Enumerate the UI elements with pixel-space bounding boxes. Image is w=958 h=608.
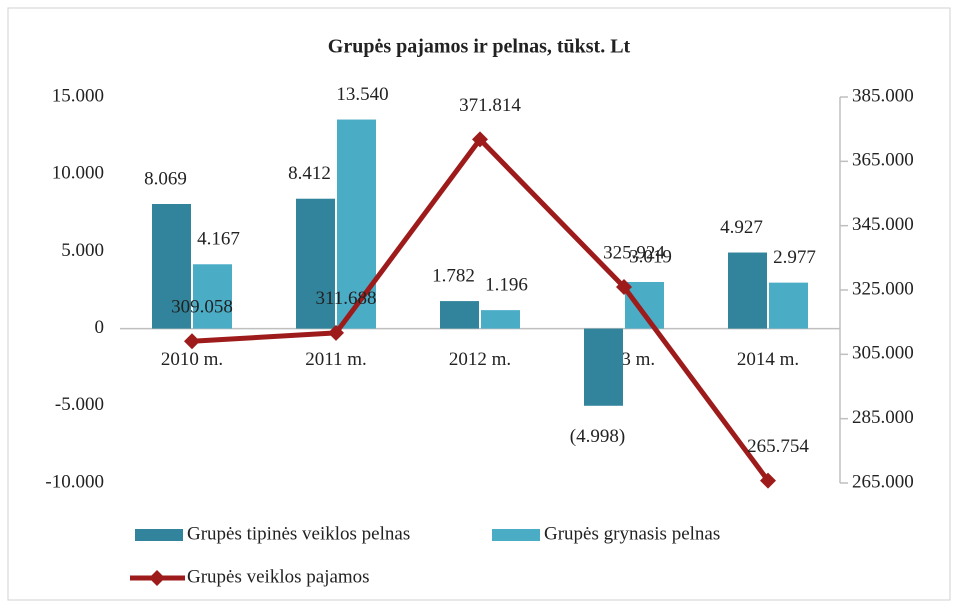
y-tick-label: 0 <box>95 317 105 338</box>
x-tick-label: 2011 m. <box>305 349 367 370</box>
y-tick-label: -10.000 <box>45 471 104 492</box>
bar-value-label: 3.019 <box>629 246 672 267</box>
bar-value-label: 8.412 <box>288 163 331 184</box>
bar-value-label: 13.540 <box>336 84 388 105</box>
legend-swatch <box>135 529 183 541</box>
line-marker <box>472 131 488 148</box>
bar-value-label: 1.196 <box>485 274 528 295</box>
bar-value-label: (4.998) <box>570 426 625 447</box>
line-value-label: 325.924 <box>603 242 665 263</box>
legend-marker <box>149 570 165 586</box>
y2-tick-label: 265.000 <box>852 471 914 492</box>
x-tick-label: 2012 m. <box>449 349 511 370</box>
bar <box>296 198 335 329</box>
bar <box>769 282 808 329</box>
y2-tick-label: 345.000 <box>852 214 914 235</box>
line-marker <box>760 472 776 489</box>
y2-tick-label: 365.000 <box>852 150 914 171</box>
chart-title: Grupės pajamos ir pelnas, tūkst. Lt <box>328 36 631 58</box>
bar <box>440 301 479 329</box>
y-tick-label: -5.000 <box>55 394 104 415</box>
bar <box>337 119 376 329</box>
line-value-label: 311.688 <box>315 288 376 309</box>
y-tick-label: 15.000 <box>52 85 104 106</box>
x-tick-label: 2014 m. <box>737 349 799 370</box>
line-value-label: 371.814 <box>459 95 521 116</box>
bar-value-label: 1.782 <box>432 265 475 286</box>
y2-tick-label: 325.000 <box>852 278 914 299</box>
y2-tick-label: 305.000 <box>852 343 914 364</box>
bar <box>728 252 767 329</box>
bar-value-label: 4.167 <box>197 229 240 250</box>
legend-swatch <box>492 529 540 541</box>
line-value-label: 265.754 <box>747 436 809 457</box>
legend-label: Grupės tipinės veiklos pelnas <box>187 523 410 544</box>
y2-tick-label: 285.000 <box>852 407 914 428</box>
bar-value-label: 2.977 <box>773 247 816 268</box>
x-tick-label: 2010 m. <box>161 349 223 370</box>
line-value-label: 309.058 <box>171 297 233 318</box>
bar <box>152 204 191 329</box>
bar <box>193 264 232 329</box>
bar <box>584 328 623 406</box>
bar-value-label: 8.069 <box>144 168 187 189</box>
line-marker <box>616 279 632 296</box>
line-marker <box>184 333 200 350</box>
bar-value-label: 4.927 <box>720 217 763 238</box>
y-tick-label: 5.000 <box>61 240 104 261</box>
line-marker <box>328 324 344 341</box>
legend-label: Grupės grynasis pelnas <box>544 523 720 544</box>
bar <box>625 281 664 329</box>
bar <box>481 310 520 329</box>
y2-tick-label: 385.000 <box>852 85 914 106</box>
legend-label: Grupės veiklos pajamos <box>187 566 370 587</box>
y-tick-label: 10.000 <box>52 163 104 184</box>
